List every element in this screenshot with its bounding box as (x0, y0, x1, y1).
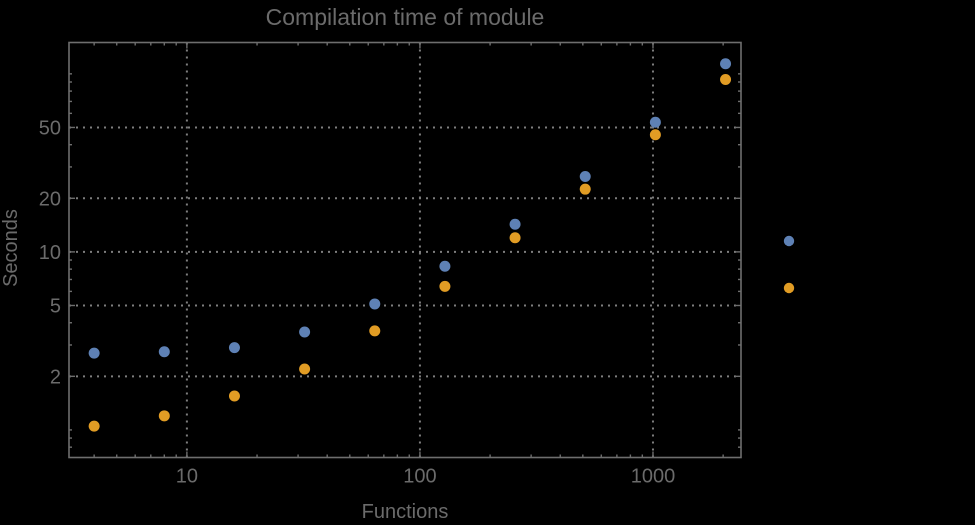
legend-marker (783, 235, 795, 247)
x-tick-label: 10 (176, 466, 198, 488)
data-point-series-2 (720, 73, 732, 85)
data-point-series-1 (369, 298, 381, 310)
legend-marker (783, 282, 795, 294)
x-tick-label: 1000 (631, 466, 676, 488)
data-point-series-1 (88, 347, 100, 359)
y-tick-label: 5 (50, 295, 61, 317)
x-axis-label: Functions (362, 501, 449, 523)
data-point-series-2 (88, 420, 100, 432)
data-point-series-1 (649, 116, 661, 128)
data-point-series-2 (579, 183, 591, 195)
data-point-series-1 (158, 346, 170, 358)
frame-layer (68, 41, 742, 459)
x-tick-label: 100 (403, 466, 436, 488)
data-point-series-2 (649, 129, 661, 141)
data-point-series-1 (299, 326, 311, 338)
data-point-series-1 (228, 342, 240, 354)
y-axis-label: Seconds (0, 209, 22, 287)
data-point-series-2 (158, 410, 170, 422)
data-point-series-1 (509, 218, 521, 230)
data-point-series-2 (439, 280, 451, 292)
data-point-series-1 (439, 260, 451, 272)
y-tick-label: 20 (39, 188, 61, 210)
y-tick-label: 50 (39, 117, 61, 139)
data-point-series-2 (369, 325, 381, 337)
gridlines-layer (69, 42, 741, 458)
y-tick-label: 2 (50, 366, 61, 388)
data-point-series-1 (720, 58, 732, 70)
data-point-series-1 (579, 171, 591, 183)
data-point-series-2 (299, 363, 311, 375)
y-tick-label: 10 (39, 242, 61, 264)
plot-title: Compilation time of module (266, 4, 545, 30)
ticks-layer: 10 100 1000 2 5 10 20 50 (39, 42, 741, 488)
plot-frame (68, 41, 742, 459)
data-point-series-2 (509, 232, 521, 244)
data-point-series-2 (228, 390, 240, 402)
legend (783, 235, 795, 294)
data-points-layer (88, 58, 732, 432)
